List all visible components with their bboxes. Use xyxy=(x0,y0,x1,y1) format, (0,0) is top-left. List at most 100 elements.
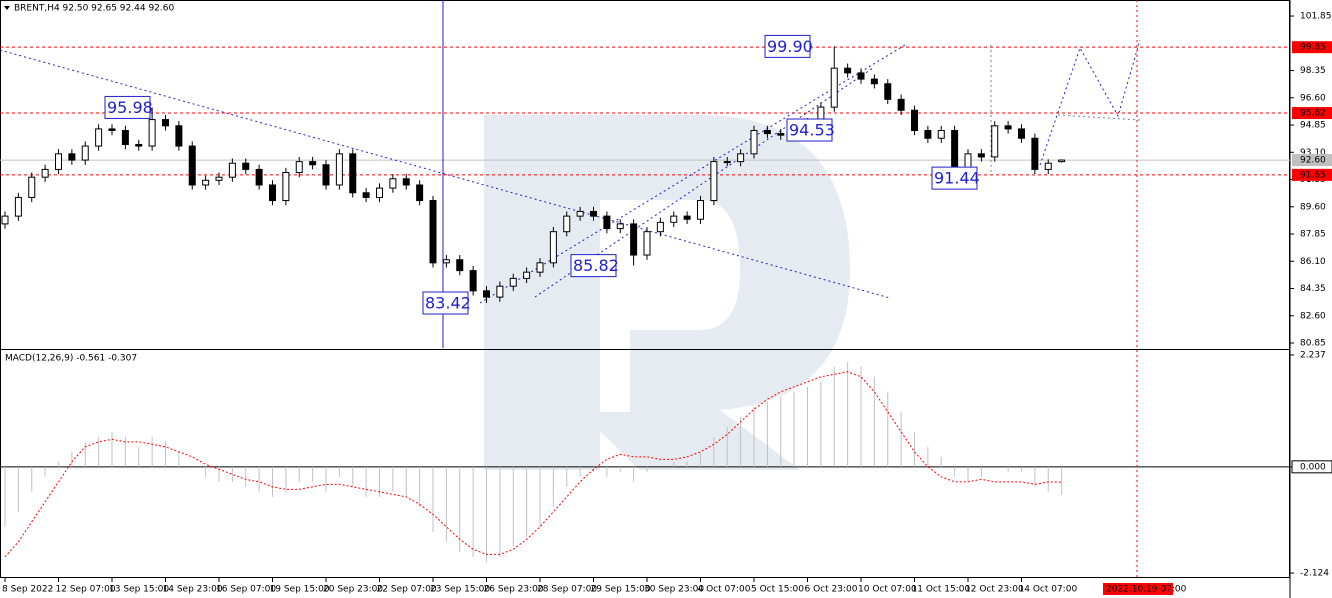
level-label: 95.62 xyxy=(1300,109,1326,119)
price-annotation: 99.90 xyxy=(767,37,813,56)
zero-label-box xyxy=(1291,460,1332,474)
candle-body xyxy=(737,153,745,163)
candle-body xyxy=(28,176,36,198)
level-tag xyxy=(1292,41,1332,54)
candle-body xyxy=(523,271,531,279)
level-tag xyxy=(1292,168,1332,181)
price-annotation-box xyxy=(786,118,833,142)
candle-body xyxy=(723,161,731,164)
x-tick-label: 14 Sep 23:00 xyxy=(163,585,223,595)
candle-body xyxy=(242,162,250,170)
candle-body xyxy=(255,168,263,186)
candle-body xyxy=(228,162,236,178)
candle-body xyxy=(549,231,557,264)
x-tick-label: 11 Oct 15:00 xyxy=(912,585,971,595)
candle-body xyxy=(897,98,905,111)
x-tick-label: 13 Sep 15:00 xyxy=(109,585,169,595)
candle-body xyxy=(202,179,210,186)
x-tick-label: 26 Sep 23:00 xyxy=(484,585,544,595)
candle-body xyxy=(55,153,62,170)
x-tick-label: 19 Sep 15:00 xyxy=(270,585,330,595)
price-annotation: 95.98 xyxy=(107,98,153,117)
watermark xyxy=(484,115,850,470)
candle-body xyxy=(951,129,959,170)
candle-body xyxy=(1031,137,1039,170)
level-label: 92.60 xyxy=(1300,156,1326,166)
x-tick-label: 22 Sep 07:00 xyxy=(377,585,437,595)
price-annotation: 91.44 xyxy=(934,169,980,188)
price-annotation: 83.42 xyxy=(425,294,471,313)
level-tag xyxy=(1292,154,1332,167)
forecast-line xyxy=(1039,39,1141,166)
x-tick-label: 29 Sep 15:00 xyxy=(591,585,651,595)
channel-line xyxy=(534,67,874,298)
candle-body xyxy=(536,262,544,273)
macd-title: MACD(12,26,9) -0.561 -0.307 xyxy=(5,354,137,364)
y-tick-label: 101.85 xyxy=(1300,12,1332,22)
candle-body xyxy=(911,109,918,131)
x-tick-label: 4 Oct 07:00 xyxy=(698,585,751,595)
y-tick-label: 82.60 xyxy=(1300,311,1326,321)
candle-body xyxy=(376,187,383,198)
candle-body xyxy=(937,129,945,139)
candle-body xyxy=(188,145,196,186)
candle-body xyxy=(643,231,651,256)
candle-body xyxy=(750,129,758,155)
x-tick-label: 8 Sep 2022 xyxy=(2,585,53,595)
price-annotation-box xyxy=(570,254,617,278)
cursor-time-box xyxy=(1103,583,1173,595)
price-annotation-box xyxy=(104,95,151,119)
menu-triangle xyxy=(4,6,10,10)
candle-body xyxy=(870,78,878,85)
candle-body xyxy=(162,119,169,127)
candle-body xyxy=(429,200,437,264)
y-tick-label: 93.10 xyxy=(1300,148,1326,158)
candle-body xyxy=(977,153,985,158)
candle-body xyxy=(509,277,517,287)
candle-body xyxy=(590,210,597,217)
y-tick-label: 94.85 xyxy=(1300,121,1326,131)
candles xyxy=(1,46,1066,304)
candle-body xyxy=(1004,125,1012,130)
signal-line xyxy=(4,371,1062,558)
y-tick-label: 98.35 xyxy=(1300,66,1326,76)
candle-body xyxy=(362,192,370,198)
candle-body xyxy=(710,161,718,202)
candle-body xyxy=(14,196,22,217)
x-tick-label: 6 Oct 23:00 xyxy=(805,585,858,595)
candle-body xyxy=(1058,159,1066,163)
chart-title: BRENT,H4 92.50 92.65 92.44 92.60 xyxy=(14,4,174,14)
x-tick-label: 14 Oct 07:00 xyxy=(1019,585,1078,595)
x-tick-label: 28 Sep 07:00 xyxy=(537,585,597,595)
candle-body xyxy=(121,129,129,145)
candle-body xyxy=(697,200,704,220)
candle-body xyxy=(483,290,490,298)
candle-body xyxy=(670,215,678,223)
price-annotation: 85.82 xyxy=(573,256,619,275)
candle-body xyxy=(777,133,785,136)
y-tick-label: 2.237 xyxy=(1300,350,1326,360)
candle-body xyxy=(322,164,330,186)
candle-body xyxy=(857,72,865,80)
candle-body xyxy=(309,161,317,166)
price-annotation: 94.53 xyxy=(789,121,835,140)
x-tick-label: 16 Sep 07:00 xyxy=(216,585,276,595)
level-tag xyxy=(1292,107,1332,120)
y-tick-label: 87.85 xyxy=(1300,230,1326,240)
x-tick-label: 20 Sep 23:00 xyxy=(323,585,383,595)
candle-body xyxy=(41,168,49,178)
x-tick-label: 23 Sep 15:00 xyxy=(430,585,490,595)
y-tick-label: 84.35 xyxy=(1300,284,1326,294)
candle-body xyxy=(269,184,276,202)
candle-body xyxy=(402,178,410,186)
x-tick-label: 5 Oct 15:00 xyxy=(751,585,804,595)
candle-body xyxy=(1,215,9,225)
candle-body xyxy=(389,178,397,189)
candle-body xyxy=(576,210,584,217)
y-tick-label: 80.85 xyxy=(1300,339,1326,349)
cursor-time: 2022.10.19 07:00 xyxy=(1106,585,1187,595)
candle-body xyxy=(884,83,892,100)
candle-body xyxy=(68,153,76,161)
